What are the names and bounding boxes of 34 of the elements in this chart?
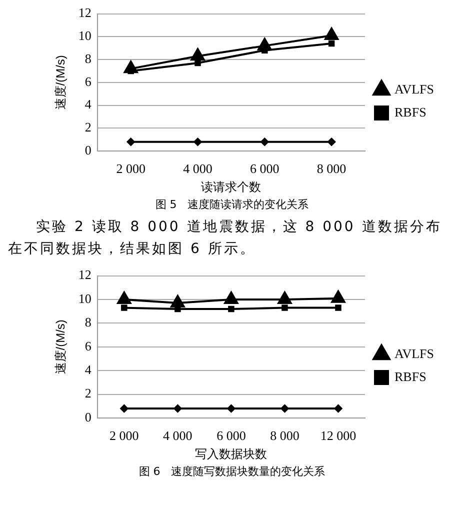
x-axis-title: 读请求个数 xyxy=(201,180,262,194)
x-tick-label: 2 000 xyxy=(116,161,146,176)
y-tick-label: 6 xyxy=(84,74,92,89)
x-tick-label: 12 000 xyxy=(320,428,356,444)
y-tick-label: 10 xyxy=(78,28,92,44)
y-tick-label: 8 xyxy=(84,50,92,66)
y-tick-label: 12 xyxy=(78,267,92,282)
x-tick-label: 8 000 xyxy=(270,428,300,444)
x-tick-label: 4 000 xyxy=(163,428,192,444)
legend-label: AVLFS xyxy=(394,346,434,361)
caption: 图 6 速度随写数据块数量的变化关系 xyxy=(138,464,326,479)
y-tick-label: 10 xyxy=(78,290,92,306)
y-tick-label: 8 xyxy=(84,314,92,330)
y-tick-label: 2 xyxy=(84,386,92,401)
y-axis-title: 速度/(M/s) xyxy=(54,55,68,110)
y-tick-label: 2 xyxy=(84,120,92,135)
y-tick-label: 0 xyxy=(84,409,92,424)
legend-label: AVLFS xyxy=(394,81,434,96)
x-tick-label: 6 000 xyxy=(250,161,280,176)
x-tick-label: 4 000 xyxy=(183,161,212,176)
y-tick-label: 6 xyxy=(84,338,92,354)
y-tick-label: 12 xyxy=(78,5,92,20)
x-axis-title: 写入数据块数 xyxy=(195,447,268,462)
y-tick-label: 4 xyxy=(84,362,92,378)
text: 实验 2 读取 8 000 道地震数据，这 8 000 道数据分布在不同数据块，结果如图 6 所示。 xyxy=(8,218,443,259)
x-tick-label: 2 000 xyxy=(110,428,139,444)
y-tick-label: 4 xyxy=(84,96,92,112)
y-tick-label: 0 xyxy=(84,142,92,158)
legend-label: RBFS xyxy=(394,104,426,120)
legend-label: RBFS xyxy=(394,368,426,384)
x-tick-label: 6 000 xyxy=(216,428,246,444)
y-axis-title: 速度/(M/s) xyxy=(54,320,68,374)
caption: 图 5 速度随读请求的变化关系 xyxy=(154,197,310,212)
x-tick-label: 8 000 xyxy=(316,161,346,176)
